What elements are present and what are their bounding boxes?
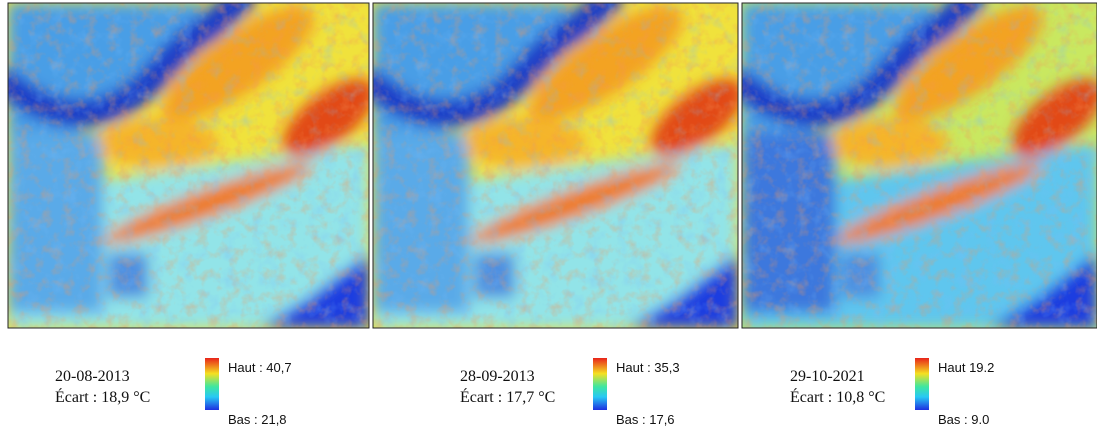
low-label: Bas : 9.0	[938, 412, 989, 427]
thermal-map	[742, 3, 1097, 328]
texture	[8, 3, 369, 328]
range: Écart : 17,7 °C	[460, 387, 555, 406]
range: Écart : 18,9 °C	[55, 387, 150, 406]
texture	[373, 3, 738, 328]
date: 28-09-2013	[460, 368, 535, 385]
color-scale	[915, 358, 929, 410]
map-frame	[372, 2, 739, 329]
date: 29-10-2021	[790, 368, 865, 385]
texture	[742, 3, 1097, 328]
thermal-map	[8, 3, 369, 328]
color-scale	[205, 358, 219, 410]
map-frame	[7, 2, 370, 329]
high-label: Haut 19.2	[938, 360, 994, 375]
map-frame	[741, 2, 1097, 329]
high-label: Haut : 35,3	[616, 360, 680, 375]
low-label: Bas : 21,8	[228, 412, 287, 427]
range: Écart : 10,8 °C	[790, 387, 885, 406]
high-label: Haut : 40,7	[228, 360, 292, 375]
color-scale	[593, 358, 607, 410]
thermal-map	[373, 3, 738, 328]
low-label: Bas : 17,6	[616, 412, 675, 427]
date: 20-08-2013	[55, 368, 130, 385]
